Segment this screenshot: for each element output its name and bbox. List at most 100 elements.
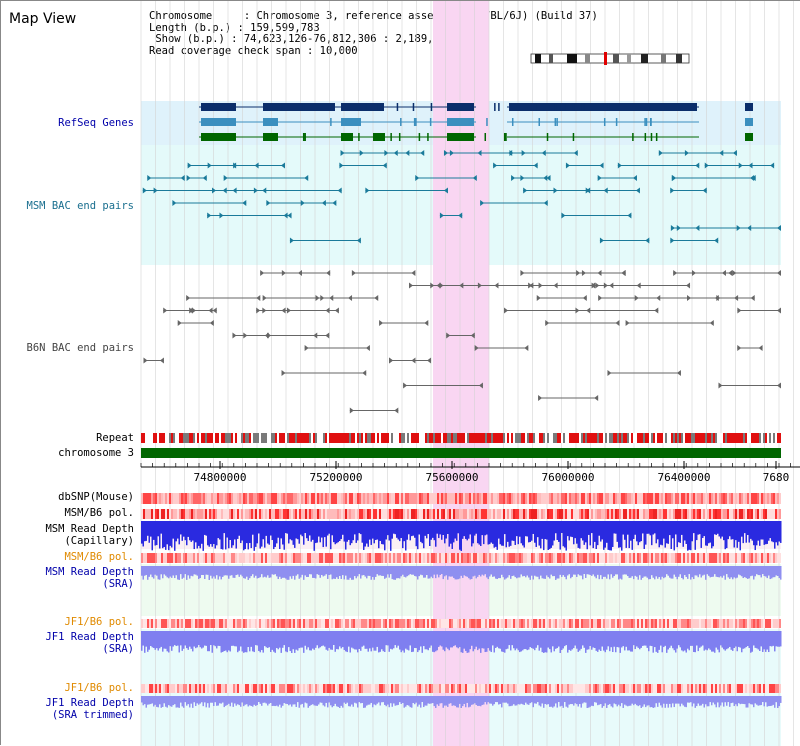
heat-cell	[473, 553, 475, 563]
repeat-bar	[313, 433, 315, 443]
heat-cell	[353, 509, 355, 519]
repeat-bar	[273, 433, 275, 443]
depth-bar	[277, 696, 279, 707]
gene-exon	[745, 103, 753, 111]
heat-cell	[587, 493, 589, 504]
depth-bar	[448, 521, 450, 547]
heat-cell	[443, 553, 445, 563]
bac-end-marker	[283, 212, 288, 219]
depth-bar	[468, 521, 470, 539]
repeat-bar	[759, 433, 761, 443]
depth-bar	[352, 631, 354, 649]
depth-bar	[550, 521, 552, 548]
gene-exon-small	[486, 118, 488, 126]
depth-bar	[208, 696, 210, 708]
depth-bar	[681, 566, 683, 578]
depth-bar	[429, 696, 431, 704]
depth-bar	[697, 696, 699, 704]
depth-bar	[408, 631, 410, 651]
depth-bar	[183, 521, 185, 537]
gene-exon	[263, 133, 278, 141]
depth-bar	[154, 521, 156, 546]
track-label-refseq[interactable]: RefSeq Genes	[58, 117, 134, 129]
depth-bar	[747, 521, 749, 535]
depth-bar	[714, 521, 716, 535]
depth-bar	[142, 566, 144, 580]
depth-bar	[151, 566, 153, 578]
heat-cell	[467, 509, 469, 519]
bac-end-marker	[334, 307, 339, 314]
heat-cell	[517, 509, 519, 519]
heat-cell	[291, 684, 293, 693]
heat-cell	[267, 493, 269, 504]
heat-cell	[187, 553, 189, 563]
heat-cell	[145, 553, 147, 563]
depth-bar	[669, 566, 671, 578]
depth-bar	[561, 521, 563, 534]
depth-bar	[771, 696, 773, 706]
depth-bar	[211, 631, 213, 653]
heat-cell	[571, 493, 573, 504]
repeat-bar	[279, 433, 281, 443]
heat-cell	[327, 684, 329, 693]
depth-bar	[262, 566, 264, 578]
depth-bar	[396, 631, 398, 648]
depth-bar	[603, 566, 605, 577]
heat-cell	[163, 553, 165, 563]
heat-cell	[461, 619, 463, 628]
depth-bar	[712, 696, 714, 703]
depth-bar	[358, 696, 360, 703]
depth-bar	[244, 631, 246, 653]
heat-cell	[203, 509, 205, 519]
repeat-bar	[303, 433, 305, 443]
depth-bar	[288, 631, 290, 648]
heat-cell	[325, 553, 327, 563]
track-label-msm-bac[interactable]: MSM BAC end pairs	[26, 200, 134, 212]
heat-cell	[267, 684, 269, 693]
heat-cell	[455, 493, 457, 504]
repeat-bar	[351, 433, 353, 443]
heat-cell	[495, 684, 497, 693]
heat-cell	[283, 509, 285, 519]
heat-cell	[773, 619, 775, 628]
heat-cell	[591, 553, 593, 563]
heat-cell	[361, 619, 363, 628]
depth-bar	[213, 631, 215, 646]
gene-exon-small	[560, 103, 562, 111]
bac-end-marker	[142, 187, 147, 194]
depth-bar	[351, 696, 353, 705]
heat-cell	[185, 619, 187, 628]
heat-cell	[409, 493, 411, 504]
heat-cell	[281, 509, 283, 519]
heat-cell	[439, 684, 441, 693]
depth-bar	[723, 521, 725, 541]
heat-cell	[395, 619, 397, 628]
heat-cell	[209, 684, 211, 693]
depth-bar	[469, 696, 471, 707]
depth-bar	[462, 631, 464, 653]
depth-bar	[691, 631, 693, 646]
track-label-b6n-bac[interactable]: B6N BAC end pairs	[26, 342, 134, 354]
depth-bar	[249, 521, 251, 544]
depth-bar	[438, 566, 440, 578]
heat-cell	[555, 684, 557, 693]
heat-cell	[263, 509, 265, 519]
heat-cell	[447, 493, 449, 504]
repeat-bar	[659, 433, 661, 443]
heat-cell	[589, 509, 591, 519]
bac-end-marker	[443, 187, 448, 194]
heat-cell	[273, 684, 275, 693]
depth-bar	[366, 631, 368, 649]
heat-cell	[415, 619, 417, 628]
heat-cell	[535, 553, 537, 563]
depth-bar	[597, 631, 599, 652]
heat-cell	[673, 493, 675, 504]
heat-cell	[537, 493, 539, 504]
depth-bar	[261, 521, 263, 547]
heat-cell	[615, 684, 617, 693]
depth-bar	[660, 566, 662, 580]
heat-cell	[627, 619, 629, 628]
depth-bar	[570, 696, 572, 705]
